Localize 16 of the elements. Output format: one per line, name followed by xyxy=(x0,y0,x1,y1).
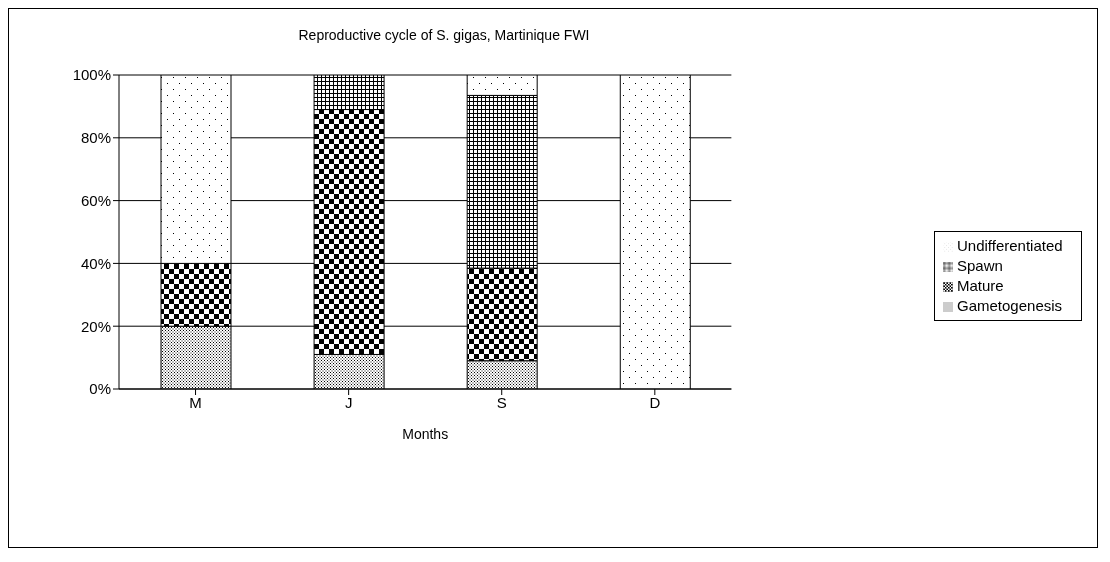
x-tick-label: J xyxy=(344,393,353,411)
y-tick-label: 60% xyxy=(80,191,111,209)
y-tick-label: 20% xyxy=(80,317,111,335)
y-tick-label: 0% xyxy=(89,380,111,398)
x-tick-label: M xyxy=(189,393,202,411)
x-axis-title: Months xyxy=(402,426,449,442)
x-tick-label: D xyxy=(649,393,661,411)
legend-label: Spawn xyxy=(957,257,1003,274)
legend-label: Undifferentiated xyxy=(957,237,1063,254)
y-tick-label: 80% xyxy=(80,129,111,147)
y-tick-label: 40% xyxy=(80,254,111,272)
y-tick-label: 100% xyxy=(72,66,111,84)
chart-title: Reproductive cycle of S. gigas, Martinique FWI xyxy=(297,27,591,43)
legend-label: Mature xyxy=(957,277,1004,294)
legend-label: Gametogenesis xyxy=(957,297,1063,314)
x-tick-label: S xyxy=(496,393,507,411)
